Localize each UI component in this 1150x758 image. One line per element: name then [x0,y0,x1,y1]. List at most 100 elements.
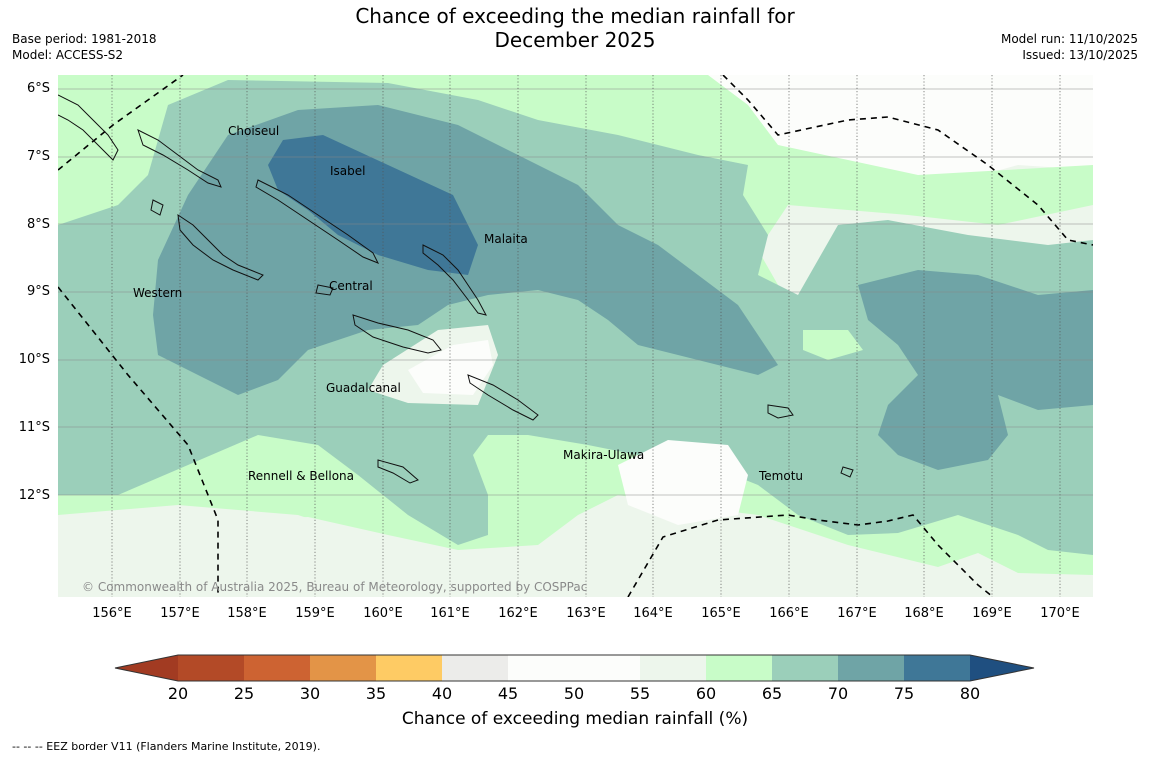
base-period: Base period: 1981-2018 [12,32,157,46]
lon-label-157e: 157°E [160,606,200,621]
colorbar-swatch-30-35 [310,655,376,681]
colorbar-tick-45: 45 [497,684,519,703]
colorbar-swatch-45-50 [508,655,574,681]
lon-label-169e: 169°E [972,606,1012,621]
eez-line-southeast [627,514,994,597]
place-label-choiseul: Choiseul [228,124,280,138]
lon-gridlines [111,75,1061,597]
island-rennell [377,459,419,484]
colorbar-title: Chance of exceeding median rainfall (%) [401,709,749,729]
colorbar-tick-70: 70 [827,684,849,703]
colorbar-tick-60: 60 [695,684,717,703]
eez-legend: -- -- -- EEZ border V11 (Flanders Marine… [12,740,321,753]
lon-label-170e: 170°E [1040,606,1080,621]
island-new-georgia [177,213,264,281]
lon-label-168e: 168°E [904,606,944,621]
lon-label-167e: 167°E [837,606,877,621]
colorbar-swatch-25-30 [244,655,310,681]
colorbar-tick-50: 50 [563,684,585,703]
colorbar [114,654,1035,682]
map-canvas [58,75,1093,597]
lat-gridlines [58,88,1093,496]
island-russell [315,284,334,296]
place-label-rennell-bellona: Rennell & Bellona [248,469,355,483]
colorbar-swatch-50-55 [574,655,640,681]
colorbar-swatch-40-45 [442,655,508,681]
island-bougainville [58,94,119,161]
colorbar-swatch-20-25 [178,655,244,681]
colorbar-tick-75: 75 [893,684,915,703]
colorbar-swatch-65-70 [772,655,838,681]
meta-left: Base period: 1981-2018 Model: ACCESS-S2 [12,31,157,63]
lon-label-166e: 166°E [769,606,809,621]
zone-55-60-southwest [58,505,388,597]
colorbar-swatch-75-80 [904,655,970,681]
island-tikopia [840,466,854,478]
place-label-makira-ulawa: Makira-Ulawa [563,448,645,462]
place-label-malaita: Malaita [484,232,528,246]
lon-label-163e: 163°E [566,606,606,621]
island-guadalcanal [352,314,442,354]
lon-label-164e: 164°E [633,606,673,621]
colorbar-swatch-55-60 [640,655,706,681]
lon-label-159e: 159°E [295,606,335,621]
zone-45-55-guadalcanal [408,340,493,395]
island-isabel [255,179,380,264]
place-label-guadalcanal: Guadalcanal [326,381,401,395]
zone-70-75-east [858,270,1093,470]
title-line-2: December 2025 [494,28,656,52]
island-malaita [422,244,487,316]
eez-line-southwest [58,286,219,597]
meta-right: Model run: 11/10/2025 Issued: 13/10/2025 [1001,31,1138,63]
island-santa-cruz [767,404,794,419]
model-run: Model run: 11/10/2025 [1000,32,1138,46]
colorbar-outline [114,654,1035,682]
lat-label-9s: 9°S [26,284,50,299]
map-title: Chance of exceeding the median rainfall … [0,4,1150,52]
lon-label-160e: 160°E [363,606,403,621]
lat-label-6s: 6°S [26,81,50,96]
place-label-temotu: Temotu [759,469,804,483]
lat-label-10s: 10°S [18,352,50,367]
colorbar-tick-20: 20 [167,684,189,703]
colorbar-tick-80: 80 [959,684,981,703]
island-choiseul [137,129,222,188]
colorbar-swatch-70-75 [838,655,904,681]
island-outlines [58,94,854,484]
island-makira [467,374,539,421]
colorbar-tick-30: 30 [299,684,321,703]
lon-label-158e: 158°E [227,606,267,621]
lon-label-156e: 156°E [92,606,132,621]
colorbar-over-arrow [970,655,1034,681]
copyright-text: © Commonwealth of Australia 2025, Bureau… [82,580,588,594]
issued-date: Issued: 13/10/2025 [1022,48,1138,62]
lon-label-162e: 162°E [498,606,538,621]
model-name: Model: ACCESS-S2 [12,48,124,62]
lon-label-165e: 165°E [701,606,741,621]
place-label-western: Western [133,286,183,300]
zone-45-55-makira [618,440,748,525]
zone-75-80-isabel [268,135,478,275]
island-shortland [150,199,164,216]
lat-label-11s: 11°S [18,420,50,435]
rainfall-map[interactable]: © Commonwealth of Australia 2025, Bureau… [58,75,1093,597]
lat-label-8s: 8°S [26,217,50,232]
colorbar-tick-25: 25 [233,684,255,703]
colorbar-tick-65: 65 [761,684,783,703]
zone-60-65-east-patch [803,330,863,360]
colorbar-tick-40: 40 [431,684,453,703]
place-label-central: Central [329,279,373,293]
place-label-isabel: Isabel [330,164,366,178]
colorbar-tick-55: 55 [629,684,651,703]
colorbar-swatch-60-65 [706,655,772,681]
eez-borders [58,75,1093,597]
colorbar-swatch-35-40 [376,655,442,681]
lon-label-161e: 161°E [430,606,470,621]
colorbar-tick-35: 35 [365,684,387,703]
title-line-1: Chance of exceeding the median rainfall … [355,4,795,28]
eez-line-north [58,75,184,171]
lat-label-12s: 12°S [18,488,50,503]
lat-label-7s: 7°S [26,149,50,164]
colorbar-under-arrow [115,655,178,681]
eez-line-northeast [722,75,1093,246]
